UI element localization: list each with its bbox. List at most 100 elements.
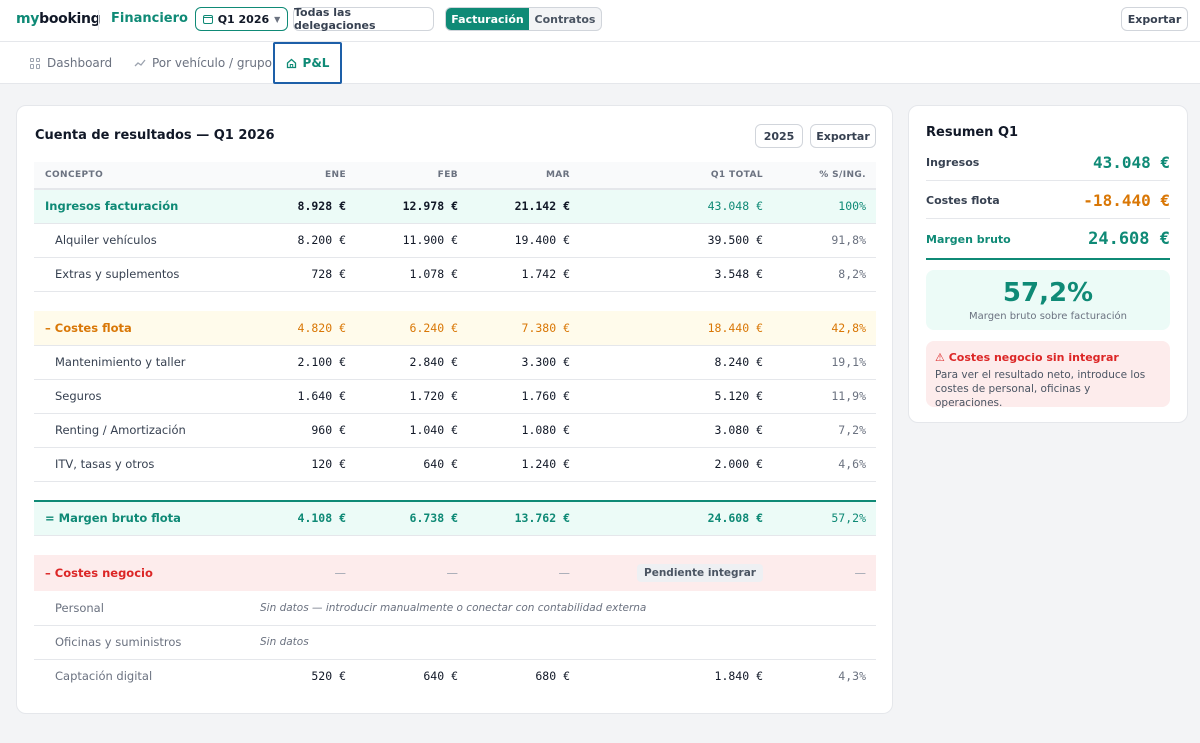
pl-title: Cuenta de resultados — Q1 2026 — [35, 128, 275, 143]
cell-feb: 1.720 € — [356, 379, 468, 414]
summary-margen: Margen bruto 24.608 € — [926, 228, 1170, 250]
logo[interactable]: mybooking — [16, 11, 101, 27]
row-label: Extras y suplementos — [34, 257, 256, 292]
row-label: Mantenimiento y taller — [34, 345, 256, 380]
summary-card: Resumen Q1 Ingresos 43.048 € Costes flot… — [908, 105, 1188, 423]
year-button[interactable]: 2025 — [755, 124, 803, 148]
cell-feb: 6.240 € — [356, 311, 468, 346]
cell-pct: — — [773, 555, 876, 591]
delegation-selector[interactable]: Todas las delegaciones — [293, 6, 434, 32]
summary-title: Resumen Q1 — [926, 125, 1019, 140]
cell-feb: 1.078 € — [356, 257, 468, 292]
ingresos-value: 43.048 € — [1092, 152, 1170, 172]
tab-dashboard[interactable]: Dashboard — [30, 42, 112, 84]
row-label: Renting / Amortización — [34, 413, 256, 448]
cell-total: 24.608 € — [580, 500, 773, 536]
row-label: Seguros — [34, 379, 256, 414]
tab-vehicle[interactable]: Por vehículo / grupo — [134, 42, 272, 84]
row-label: = Margen bruto flota — [34, 500, 256, 536]
quarter-selector[interactable]: Q1 2026 ▼ — [195, 7, 288, 31]
divider — [926, 218, 1170, 219]
row-label: Personal — [34, 591, 256, 626]
cell-total: Pendiente integrar — [580, 555, 773, 591]
row-alquiler: Alquiler vehículos 8.200 € 11.900 € 19.4… — [34, 223, 876, 258]
col-ene: ENE — [256, 162, 356, 190]
costes-label: Costes flota — [926, 193, 1000, 207]
toggle-facturacion[interactable]: Facturación — [446, 8, 529, 30]
cell-mar: 3.300 € — [468, 345, 580, 380]
spacer-row — [34, 535, 876, 555]
cell-ene: 728 € — [256, 257, 356, 292]
cell-pct: 42,8% — [773, 311, 876, 346]
cell-mar: 680 € — [535, 669, 570, 684]
costes-value: -18.440 € — [1083, 190, 1170, 210]
cell-total: 3.080 € — [580, 413, 773, 448]
chevron-down-icon: ▼ — [274, 14, 281, 24]
cell-feb: 640 € — [423, 669, 458, 684]
col-q1-total: Q1 TOTAL — [580, 162, 773, 190]
cell-ene: 8.200 € — [256, 223, 356, 258]
cell-mar: 1.742 € — [468, 257, 580, 292]
cell-mar: — — [468, 555, 580, 591]
cell-ene: 4.820 € — [256, 311, 356, 346]
cell-mar: 19.400 € — [468, 223, 580, 258]
row-label: – Costes flota — [34, 311, 256, 346]
row-label: Ingresos facturación — [34, 189, 256, 224]
pl-table: CONCEPTO ENE FEB MAR Q1 TOTAL % S/ING. I… — [34, 162, 876, 693]
cell-pct: 57,2% — [773, 500, 876, 536]
tab-pl[interactable]: P&L — [273, 42, 342, 84]
row-itv: ITV, tasas y otros 120 € 640 € 1.240 € 2… — [34, 447, 876, 482]
cell-mar: 1.080 € — [468, 413, 580, 448]
row-label: – Costes negocio — [34, 555, 256, 591]
grid-icon — [30, 57, 41, 69]
margin-caption: Margen bruto sobre facturación — [969, 311, 1127, 322]
row-captacion: Captación digital 520 € 640 € 680 € 1.84… — [34, 659, 876, 693]
no-data-note: Sin datos — [256, 625, 876, 660]
row-ingresos: Ingresos facturación 8.928 € 12.978 € 21… — [34, 189, 876, 224]
tab-pl-label: P&L — [302, 56, 330, 70]
divider — [926, 258, 1170, 260]
cell-total: 3.548 € — [580, 257, 773, 292]
warning-box: ⚠ Costes negocio sin integrar Para ver e… — [926, 341, 1170, 409]
cell-pct: 11,9% — [773, 379, 876, 414]
col-feb: FEB — [356, 162, 468, 190]
row-costes-negocio: – Costes negocio — — — Pendiente integra… — [34, 555, 876, 591]
summary-costes: Costes flota -18.440 € — [926, 189, 1170, 211]
home-icon — [286, 58, 296, 68]
cell-pct: 4,3% — [838, 669, 866, 684]
cell-ene: 4.108 € — [256, 500, 356, 536]
cell-ene: 8.928 € — [256, 189, 356, 224]
cell-feb: 1.040 € — [356, 413, 468, 448]
view-toggle: Facturación Contratos — [445, 7, 602, 31]
spacer-row — [34, 481, 876, 501]
top-bar: mybooking Financiero Q1 2026 ▼ Todas las… — [0, 0, 1200, 42]
row-label: Captación digital — [55, 669, 153, 684]
col-pct-ing: % S/ING. — [773, 162, 876, 190]
cell-ene: 1.640 € — [256, 379, 356, 414]
cell-pct: 91,8% — [773, 223, 876, 258]
trend-icon — [134, 59, 146, 67]
table-header: CONCEPTO ENE FEB MAR Q1 TOTAL % S/ING. — [34, 162, 876, 190]
summary-ingresos: Ingresos 43.048 € — [926, 151, 1170, 173]
row-renting: Renting / Amortización 960 € 1.040 € 1.0… — [34, 413, 876, 448]
no-data-note: Sin datos — introducir manualmente o con… — [256, 591, 876, 626]
spacer-row — [34, 291, 876, 311]
row-margen-bruto: = Margen bruto flota 4.108 € 6.738 € 13.… — [34, 500, 876, 536]
divider — [98, 10, 99, 30]
cell-total: 8.240 € — [580, 345, 773, 380]
export-button[interactable]: Exportar — [1121, 7, 1188, 31]
margin-pct-box: 57,2% Margen bruto sobre facturación — [926, 270, 1170, 330]
row-label: ITV, tasas y otros — [34, 447, 256, 482]
section-title: Financiero — [111, 11, 188, 26]
warning-text: Para ver el resultado neto, introduce lo… — [935, 369, 1146, 409]
card-export-button[interactable]: Exportar — [810, 124, 876, 148]
cell-feb: 11.900 € — [356, 223, 468, 258]
cell-total: 5.120 € — [580, 379, 773, 414]
row-personal: Personal Sin datos — introducir manualme… — [34, 591, 876, 626]
cell-pct: 4,6% — [773, 447, 876, 482]
tab-vehicle-label: Por vehículo / grupo — [152, 56, 272, 70]
cell-feb: — — [356, 555, 468, 591]
toggle-contratos[interactable]: Contratos — [534, 12, 596, 26]
row-oficinas: Oficinas y suministros Sin datos — [34, 625, 876, 660]
margen-label: Margen bruto — [926, 232, 1011, 246]
